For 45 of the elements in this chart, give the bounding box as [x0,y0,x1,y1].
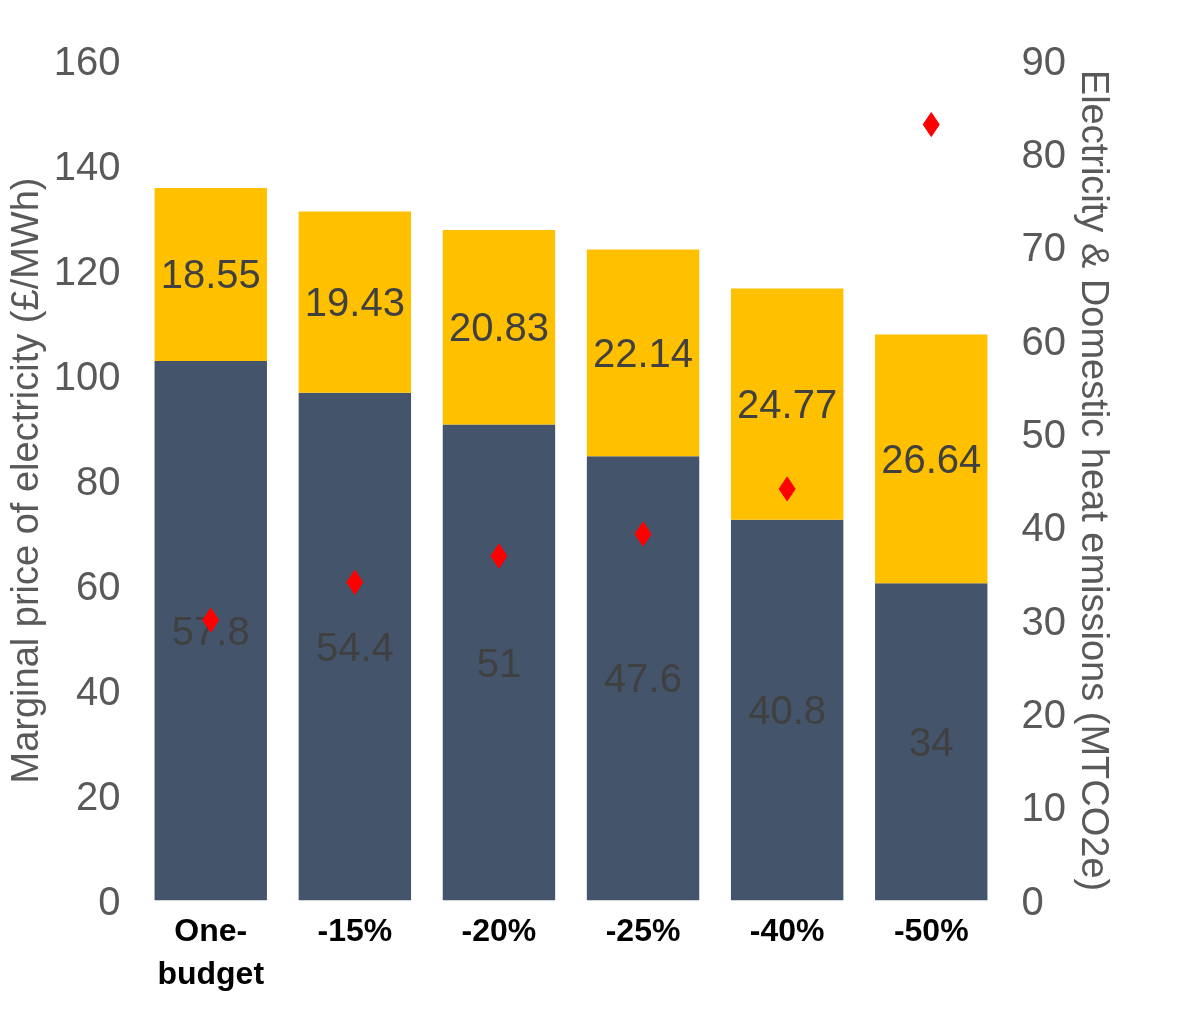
bar [154,187,267,362]
y2-tick-label: 0 [1021,878,1044,923]
y-tick-label: 120 [53,248,121,293]
bar [442,230,556,425]
y-tick-label: 60 [76,563,121,608]
y2-tick-label: 50 [1021,411,1066,456]
bar [730,519,844,901]
y-tick-label: 160 [53,38,121,83]
bar [586,249,700,457]
y-tick-label: 80 [76,458,121,503]
bar [875,583,988,901]
bar [875,334,988,584]
x-tick-label: One-budget [157,911,265,991]
data-label: 18.55 [160,252,261,297]
bar [730,288,844,520]
data-label: 24.77 [737,382,838,427]
x-tick-label: -15% [317,911,393,948]
bar [298,211,412,393]
y2-tick-label: 20 [1021,691,1066,736]
bar [586,456,700,901]
x-tick-label: -50% [893,911,969,948]
y-tick-label: 20 [76,773,121,818]
data-label: 26.64 [881,436,982,481]
y2-axis-title: Electricity & Domestic heat emissions (MTCO2e) [1073,69,1116,892]
x-tick-label: -25% [605,911,681,948]
y-axis-title: Marginal price of electricity (£/MWh) [3,177,46,784]
y2-tick-label: 30 [1021,598,1066,643]
y-tick-label: 0 [98,878,121,923]
data-label: 19.43 [304,280,405,325]
y-tick-label: 100 [53,353,121,398]
y2-tick-label: 70 [1021,225,1066,270]
x-tick-label: -40% [749,911,825,948]
bar [298,392,412,901]
x-tick-label: -20% [461,911,537,948]
y2-tick-label: 10 [1021,785,1066,830]
data-label: 22.14 [593,330,694,375]
data-label: 20.83 [448,305,550,350]
y2-tick-label: 90 [1021,38,1066,83]
bar [154,361,267,901]
y-tick-label: 140 [53,143,121,188]
y2-tick-label: 80 [1021,131,1066,176]
y-tick-label: 40 [76,668,121,713]
y2-tick-label: 40 [1021,505,1066,550]
y2-tick-label: 60 [1021,318,1066,363]
bar [442,424,556,901]
